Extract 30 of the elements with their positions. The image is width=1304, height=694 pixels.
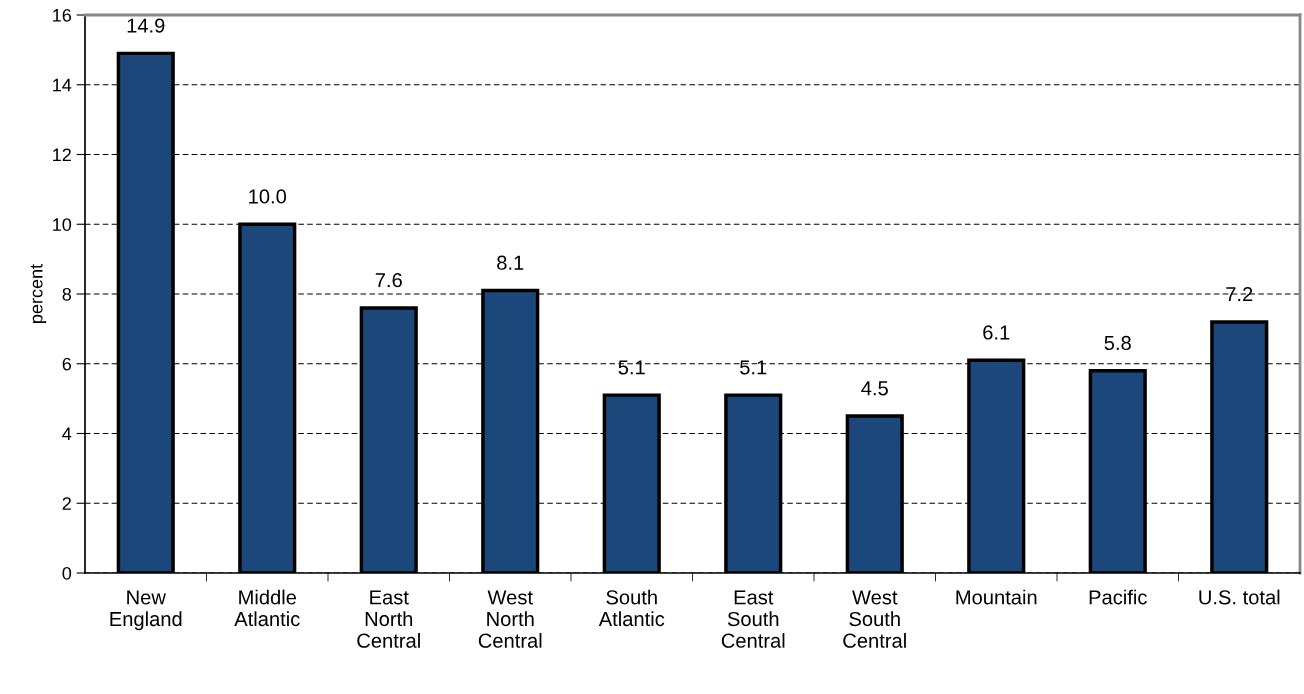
data-label: 7.6 xyxy=(375,273,402,288)
data-label: 14.9 xyxy=(127,18,165,33)
x-tick-label: South Atlantic xyxy=(598,589,665,627)
data-label: 8.1 xyxy=(497,255,524,270)
y-tick-label: 16 xyxy=(53,8,72,22)
x-tick-label: East North Central xyxy=(357,590,420,648)
y-axis-title: percent xyxy=(30,264,47,323)
x-tick-label: Middle Atlantic xyxy=(234,589,300,627)
data-label: 6.1 xyxy=(983,325,1010,340)
x-tick-label: East South Central xyxy=(721,590,785,648)
y-tick-label: 6 xyxy=(62,357,72,371)
x-tick-label: New England xyxy=(110,590,182,631)
data-label: 5.1 xyxy=(740,360,767,375)
data-label: 10.0 xyxy=(249,189,287,204)
x-tick-label: Mountain xyxy=(956,589,1037,605)
x-tick-label: Pacific xyxy=(1089,589,1147,605)
y-tick-label: 10 xyxy=(53,218,72,231)
data-label: 5.8 xyxy=(1104,335,1131,351)
y-tick-label: 8 xyxy=(62,287,72,301)
data-label: 5.1 xyxy=(618,360,645,375)
y-tick-label: 0 xyxy=(62,566,72,580)
x-tick-label: West South Central xyxy=(843,590,906,648)
x-tick-label: West North Central xyxy=(478,590,542,648)
y-tick-label: 14 xyxy=(53,78,72,92)
x-tick-label: U.S. total xyxy=(1199,589,1280,605)
y-tick-label: 12 xyxy=(53,148,71,162)
data-label: 7.2 xyxy=(1226,286,1253,302)
y-tick-label: 4 xyxy=(62,427,72,441)
data-label: 4.5 xyxy=(861,381,888,396)
y-tick-label: 2 xyxy=(62,497,71,510)
